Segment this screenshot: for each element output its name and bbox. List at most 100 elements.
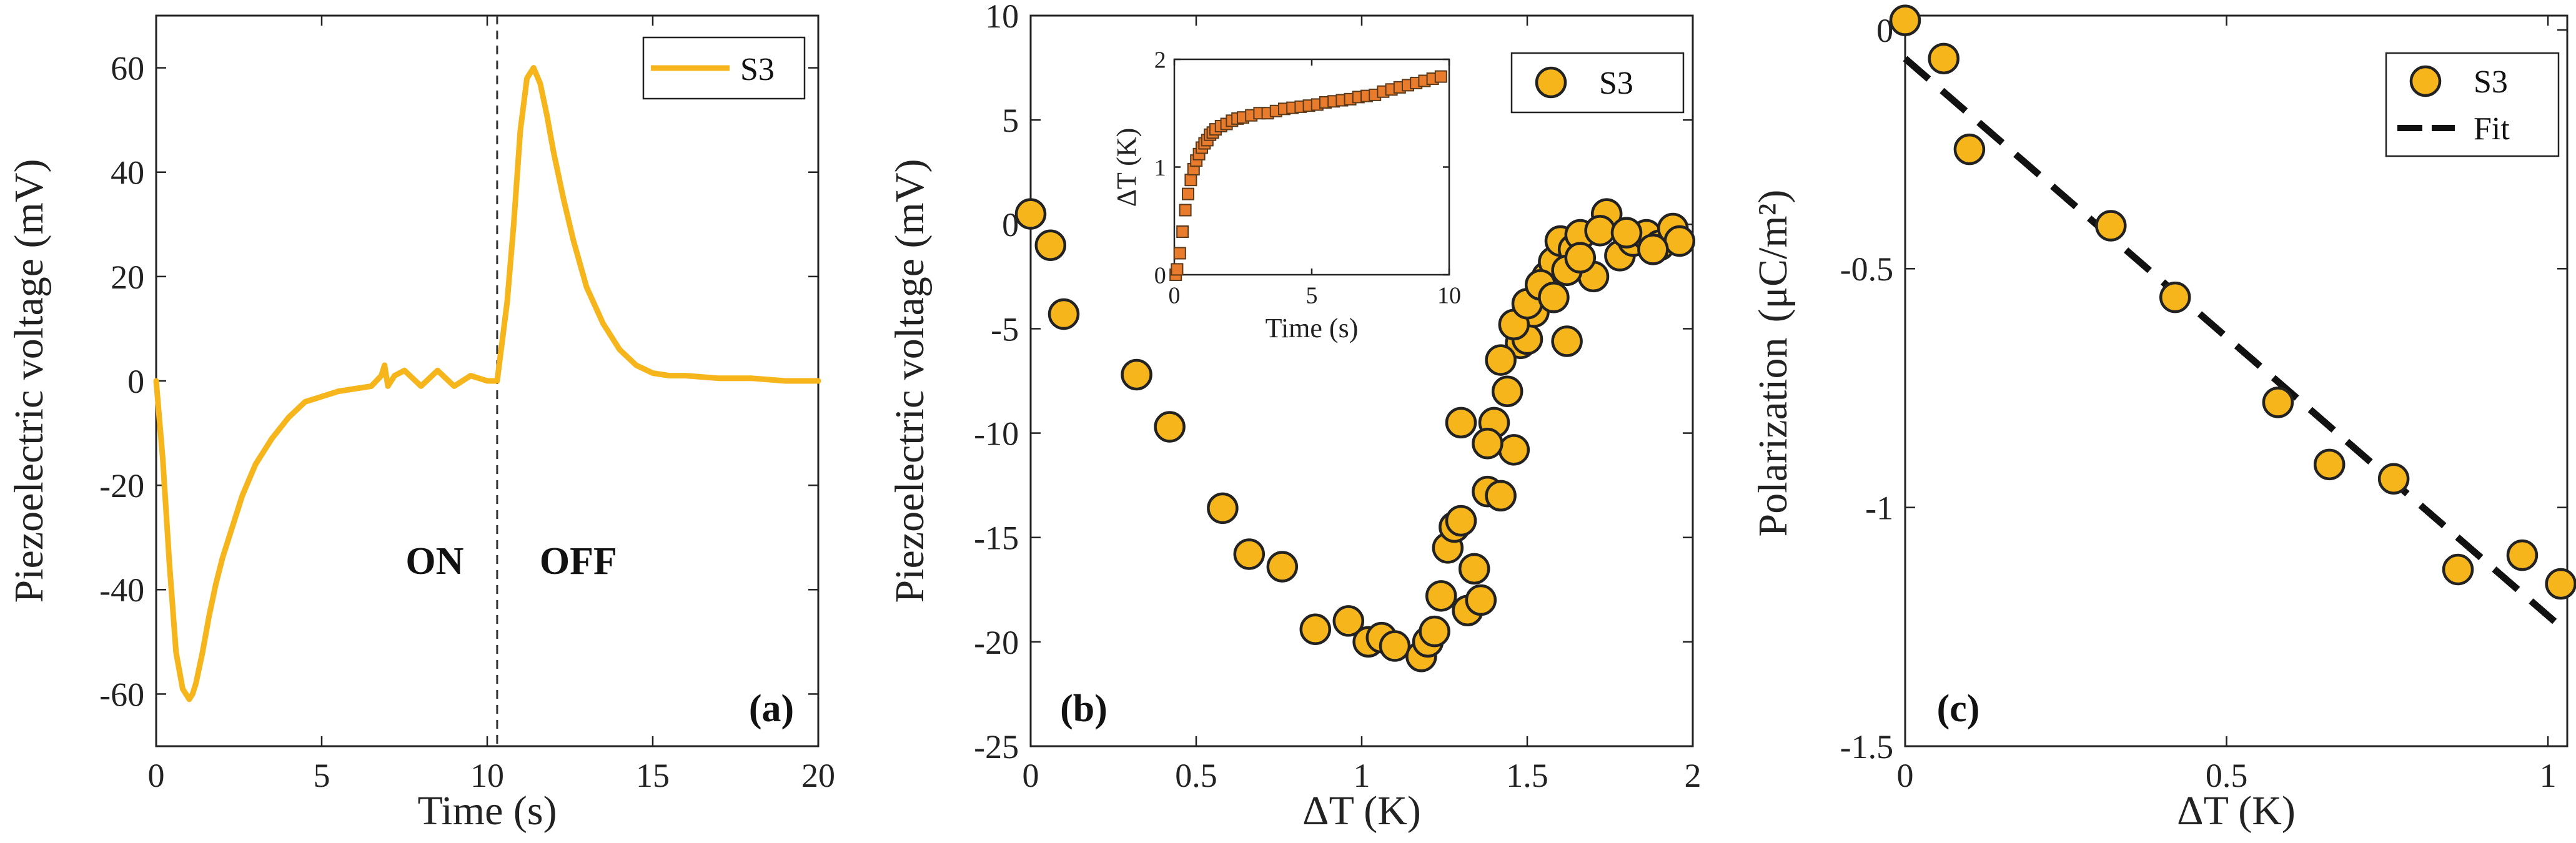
panel-a-x-tick-label: 15 xyxy=(636,757,670,794)
panel-c-scatter-chart: 0 0.5 1-1.5-1-0.50 (c) ΔT (K) Polarization… xyxy=(1750,4,2576,834)
panel-c-data-point xyxy=(2159,281,2191,313)
panel-b-data-point xyxy=(1121,358,1152,391)
panel-b-data-point xyxy=(1154,411,1186,443)
panel-b-data-point xyxy=(1014,198,1047,230)
inset-ticks: 0 5 10 0 1 2 xyxy=(1154,47,1461,308)
panel-a-y-tick-label: 40 xyxy=(111,154,144,192)
panel-c-legend-box xyxy=(2385,52,2560,157)
panel-b-data-point xyxy=(1266,551,1299,583)
panel-b-x-tick-label: 1 xyxy=(1354,757,1370,794)
panel-c-legend-fit-label: Fit xyxy=(2474,111,2510,147)
inset-x-tick-label: 10 xyxy=(1437,283,1461,309)
panel-c-x-tick-label: 0.5 xyxy=(2206,757,2248,794)
panel-b-data-point xyxy=(1564,242,1597,274)
panel-b-data-point xyxy=(1233,538,1266,570)
panel-a-y-tick-label: -60 xyxy=(99,676,144,713)
panel-c-data-point xyxy=(2377,463,2410,495)
inset-data-point xyxy=(1179,204,1192,217)
panel-c-data-point xyxy=(2442,553,2474,586)
panel-a-x-tick-label: 5 xyxy=(314,757,330,794)
panel-b-points xyxy=(1014,198,1696,673)
panel-b-data-point xyxy=(1425,580,1457,612)
panel-b-data-point xyxy=(1048,298,1080,330)
panel-a-y-tick-label: 20 xyxy=(111,259,144,296)
panel-c-data-point xyxy=(1953,133,1986,165)
panel-c-legend-s3-label: S3 xyxy=(2474,64,2508,100)
inset-y-tick-label: 0 xyxy=(1154,262,1166,288)
panel-c-y-label-unit: (μC/m²) xyxy=(1750,190,1796,323)
panel-b-label: (b) xyxy=(1060,688,1107,730)
panel-c-x-tick-label: 0 xyxy=(1897,757,1914,794)
panel-b-data-point xyxy=(1299,613,1332,646)
panel-a-y-tick-label: 0 xyxy=(127,363,144,400)
panel-c-legend: S3 Fit xyxy=(2385,52,2560,157)
panel-b-y-tick-label: 10 xyxy=(985,0,1019,35)
panel-a-ticks: 0 5 10 15 20 -60 -40 -20 0 20 40 60 xyxy=(99,16,835,794)
panel-a-x-label: Time (s) xyxy=(417,788,557,834)
panel-b-y-tick-label: -20 xyxy=(974,624,1019,661)
panel-a-x-tick-label: 20 xyxy=(801,757,835,794)
panel-b-y-tick-label: -25 xyxy=(974,728,1019,766)
panel-c-legend-marker xyxy=(2409,65,2442,97)
panel-b-data-point xyxy=(1610,217,1643,249)
panel-b-data-point xyxy=(1584,215,1616,247)
panel-b-data-point xyxy=(1551,325,1583,357)
inset-data-point xyxy=(1173,247,1186,260)
inset-data-point xyxy=(1171,263,1184,276)
panel-b-data-point xyxy=(1485,344,1517,376)
inset-points xyxy=(1169,70,1447,281)
panel-a-label: (a) xyxy=(749,688,794,730)
inset-data-point xyxy=(1434,70,1447,83)
panel-b-x-tick-label: 0.5 xyxy=(1175,757,1217,794)
panel-b-y-tick-label: 5 xyxy=(1002,102,1019,139)
panel-b-legend-label: S3 xyxy=(1599,66,1633,101)
panel-b-data-point xyxy=(1207,492,1239,525)
panel-a-x-tick-label: 0 xyxy=(148,757,165,794)
panel-a-y-tick-label: 60 xyxy=(111,49,144,87)
panel-b-data-point xyxy=(1472,428,1503,460)
panel-b-data-point xyxy=(1419,615,1450,648)
panel-c-y-tick-label: -1.5 xyxy=(1840,728,1893,766)
panel-b-data-point xyxy=(1637,234,1669,265)
panel-c-data-point xyxy=(1928,42,1959,75)
inset-x-tick-label: 5 xyxy=(1306,283,1318,309)
panel-b-data-point xyxy=(1445,505,1477,537)
panel-b-legend: S3 xyxy=(1510,52,1685,114)
panel-b-data-point xyxy=(1465,584,1497,616)
panel-b-data-point xyxy=(1498,434,1530,466)
panel-b-x-tick-label: 0 xyxy=(1023,757,1039,794)
panel-c-data-point xyxy=(1889,4,1921,36)
panel-c-y-tick-label: -1 xyxy=(1865,490,1893,527)
panel-b-x-label: ΔT (K) xyxy=(1302,788,1421,834)
inset-y-tick-label: 2 xyxy=(1154,47,1166,73)
panel-c-data-point xyxy=(2506,539,2539,571)
panel-c-y-label: Polarization (μC/m²) xyxy=(1750,190,1796,537)
inset-x-tick-label: 0 xyxy=(1169,283,1181,309)
panel-c-label: (c) xyxy=(1937,688,1980,730)
panel-b-data-point xyxy=(1034,229,1067,261)
panel-b-y-tick-label: -15 xyxy=(974,520,1019,557)
panel-a-y-tick-label: -20 xyxy=(99,467,144,505)
panel-b-data-point xyxy=(1445,407,1477,439)
panel-a-y-label: Piezoelectric voltage (mV) xyxy=(6,159,52,603)
panel-a-legend: S3 xyxy=(642,36,806,100)
inset-data-point xyxy=(1184,174,1197,187)
panel-b-inset-chart: 0 5 10 0 1 2 Time (s) ΔT (K) xyxy=(1111,47,1461,343)
inset-data-point xyxy=(1182,187,1194,200)
panel-c-data-point xyxy=(2262,387,2294,418)
panel-a-x-tick-label: 10 xyxy=(470,757,504,794)
panel-c-y-label-text: Polarization xyxy=(1750,338,1796,537)
inset-y-tick-label: 1 xyxy=(1154,155,1166,181)
panel-c-x-label: ΔT (K) xyxy=(2177,788,2296,834)
panel-c-y-tick-label: -0.5 xyxy=(1840,250,1893,288)
panel-b-data-point xyxy=(1538,282,1570,313)
panel-a-y-tick-label: -40 xyxy=(99,571,144,609)
inset-x-label: Time (s) xyxy=(1266,313,1359,343)
panel-b-data-point xyxy=(1485,480,1517,512)
panel-b-x-tick-label: 2 xyxy=(1685,757,1702,794)
panel-a-series-s3-line xyxy=(153,65,821,702)
panel-b-y-label: Piezoelectric voltage (mV) xyxy=(887,159,933,603)
panel-c-x-tick-label: 1 xyxy=(2540,757,2557,794)
